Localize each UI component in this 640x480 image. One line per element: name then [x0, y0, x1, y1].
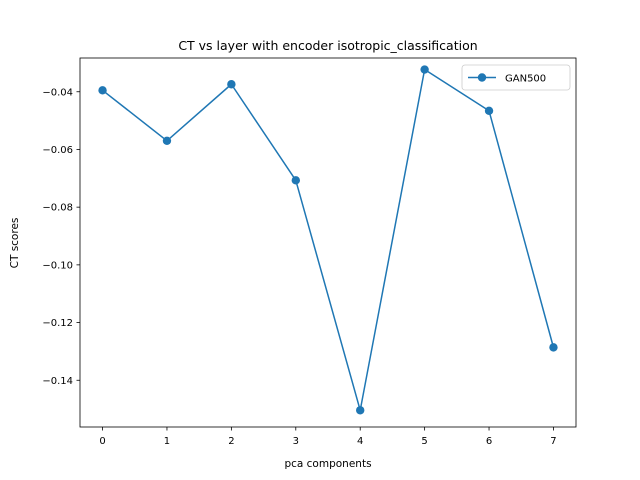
x-axis-label: pca components: [284, 458, 371, 470]
data-point: [420, 65, 429, 74]
y-tick-label: −0.06: [42, 145, 73, 156]
data-point: [291, 176, 300, 185]
series-line: [102, 68, 555, 412]
legend-label: GAN500: [505, 74, 546, 85]
y-tick-label: −0.10: [42, 260, 73, 271]
x-tick-label: 5: [421, 436, 427, 447]
data-point: [98, 86, 107, 95]
legend: GAN500: [461, 64, 571, 91]
legend-marker: [477, 73, 487, 82]
data-point: [227, 80, 236, 89]
data-point: [484, 106, 494, 115]
y-axis-label: CT scores: [9, 218, 21, 269]
y-tick-label: −0.12: [42, 318, 73, 329]
x-tick-label: 6: [486, 436, 492, 447]
y-tick-label: −0.08: [42, 203, 73, 214]
x-tick-label: 7: [550, 436, 556, 447]
axes-frame: [79, 57, 577, 428]
x-tick-label: 4: [357, 436, 363, 447]
data-point: [356, 406, 365, 415]
y-tick-label: −0.04: [42, 87, 73, 98]
plot-area: 0 1 2 3 4 5 6 7 −0.04 −0.06 −0.08 −0.10 −0.12 −0.14: [42, 57, 577, 447]
x-tick-label: 2: [228, 436, 234, 447]
legend-box: [461, 64, 571, 91]
y-tick-label: −0.14: [42, 376, 73, 387]
x-tick-label: 3: [293, 436, 299, 447]
data-point: [549, 343, 558, 352]
x-tick-label: 1: [164, 436, 170, 447]
data-point: [162, 136, 172, 146]
chart-title: CT vs layer with encoder isotropic_class…: [178, 38, 477, 53]
x-tick-label: 0: [99, 436, 105, 447]
